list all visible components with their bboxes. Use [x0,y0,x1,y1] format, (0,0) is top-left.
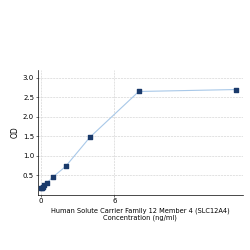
Point [64,164,68,168]
Point [88,135,92,139]
Point [40,186,44,190]
Point [41,185,45,189]
X-axis label: Human Solute Carrier Family 12 Member 4 (SLC12A4)
Concentration (ng/ml): Human Solute Carrier Family 12 Member 4 … [50,207,230,221]
Point [39,186,43,190]
Point [137,90,141,94]
Point [42,183,46,187]
Point [51,175,55,179]
Point [45,180,49,184]
Point [234,88,238,92]
Y-axis label: OD: OD [11,126,20,138]
